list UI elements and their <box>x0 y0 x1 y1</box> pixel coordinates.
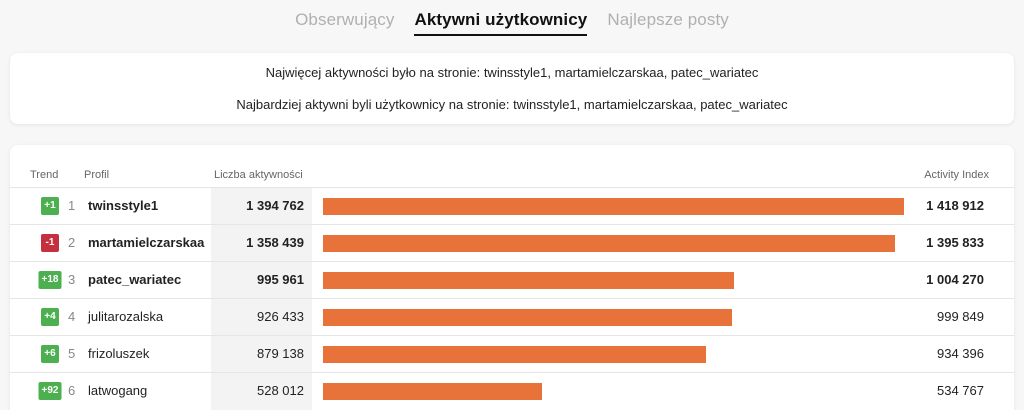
header-profil: Profil <box>84 169 110 181</box>
activity-count: 1 394 762 <box>246 198 304 213</box>
trend-badge: -1 <box>41 234 59 252</box>
rank-number: 2 <box>68 235 76 250</box>
activity-bar-track <box>323 346 904 363</box>
activity-count: 926 433 <box>257 309 304 324</box>
summary-card: Najwięcej aktywności było na stronie: tw… <box>10 53 1014 124</box>
activity-index-value: 934 396 <box>937 346 984 361</box>
activity-index-value: 999 849 <box>937 309 984 324</box>
summary-most-active-users: Najbardziej aktywni byli użytkownicy na … <box>236 97 788 112</box>
activity-bar <box>323 272 735 289</box>
activity-bar <box>323 309 733 326</box>
tab-obserwujacy[interactable]: Obserwujący <box>295 10 395 29</box>
table-row[interactable]: +6 5 frizoluszek 879 138 934 396 <box>10 335 1014 372</box>
activity-count: 879 138 <box>257 346 304 361</box>
table-row[interactable]: +1 1 twinsstyle1 1 394 762 1 418 912 <box>10 187 1014 224</box>
table-row[interactable]: +18 3 patec_wariatec 995 961 1 004 270 <box>10 261 1014 298</box>
activity-bar <box>323 198 904 215</box>
ranking-table: +1 1 twinsstyle1 1 394 762 1 418 912 -1 2 marta… <box>10 187 1014 409</box>
activity-bar <box>323 383 542 400</box>
profile-name[interactable]: latwogang <box>88 383 148 398</box>
activity-index-value: 1 418 912 <box>926 198 984 213</box>
header-activity-index: Activity Index <box>924 169 989 181</box>
header-liczba-aktywnosci: Liczba aktywności <box>214 169 303 181</box>
rank-number: 4 <box>68 309 76 324</box>
activity-index-value: 1 395 833 <box>926 235 984 250</box>
table-row[interactable]: +4 4 julitarozalska 926 433 999 849 <box>10 298 1014 335</box>
activity-index-value: 1 004 270 <box>926 272 984 287</box>
activity-bar-track <box>323 198 904 215</box>
rank-number: 3 <box>68 272 76 287</box>
rank-number: 1 <box>68 198 76 213</box>
activity-bar-track <box>323 235 904 252</box>
profile-name[interactable]: patec_wariatec <box>88 272 182 287</box>
header-trend: Trend <box>30 169 59 181</box>
profile-name[interactable]: julitarozalska <box>88 309 164 324</box>
tab-najlepsze-posty[interactable]: Najlepsze posty <box>607 10 729 29</box>
activity-bar <box>323 346 706 363</box>
trend-badge: +6 <box>41 345 59 363</box>
table-row[interactable]: +92 6 latwogang 528 012 534 767 <box>10 372 1014 409</box>
table-row[interactable]: -1 2 martamielczarskaa 1 358 439 1 395 833 <box>10 224 1014 261</box>
tab-bar: Obserwujący Aktywni użytkownicy Najlepsz… <box>0 0 1024 44</box>
activity-count: 1 358 439 <box>246 235 304 250</box>
activity-bar <box>323 235 895 252</box>
profile-name[interactable]: frizoluszek <box>88 346 150 361</box>
profile-name[interactable]: martamielczarskaa <box>88 235 205 250</box>
activity-count: 995 961 <box>257 272 304 287</box>
activity-bar-track <box>323 383 904 400</box>
trend-badge: +18 <box>38 271 62 289</box>
trend-badge: +4 <box>41 308 59 326</box>
rank-number: 5 <box>68 346 76 361</box>
tab-aktywni-uzytkownicy[interactable]: Aktywni użytkownicy <box>414 10 588 36</box>
activity-count: 528 012 <box>257 383 304 398</box>
summary-most-activity: Najwięcej aktywności było na stronie: tw… <box>265 65 759 80</box>
trend-badge: +1 <box>41 197 59 215</box>
trend-badge: +92 <box>38 382 62 400</box>
ranking-card: Trend Profil Liczba aktywności Activity … <box>10 145 1014 410</box>
activity-index-value: 534 767 <box>937 383 984 398</box>
activity-bar-track <box>323 272 904 289</box>
profile-name[interactable]: twinsstyle1 <box>88 198 159 213</box>
rank-number: 6 <box>68 383 76 398</box>
activity-bar-track <box>323 309 904 326</box>
